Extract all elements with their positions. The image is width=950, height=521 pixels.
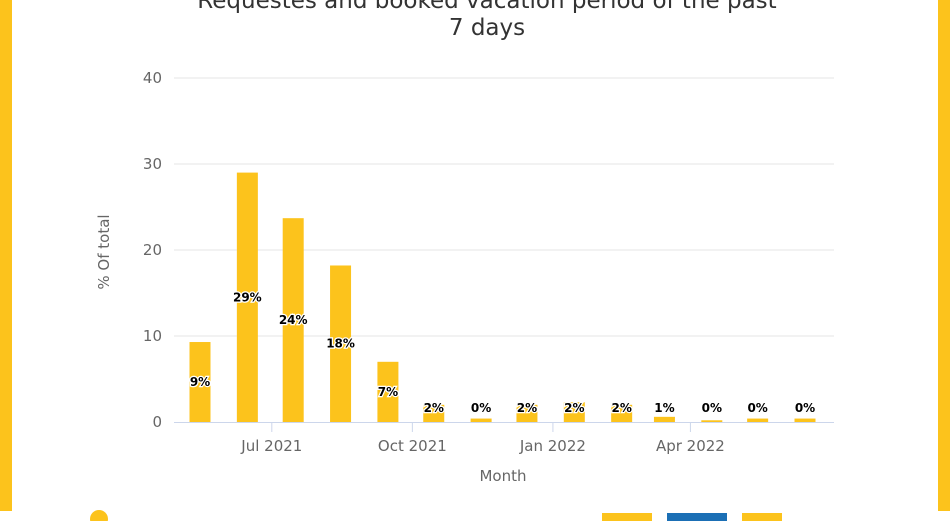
data-label: 0% <box>471 401 491 415</box>
data-label: 24% <box>279 313 308 327</box>
x-axis-title: Month <box>479 467 526 485</box>
y-axis-title: % Of total <box>95 214 113 289</box>
bar[interactable] <box>470 418 492 422</box>
data-label: 2% <box>564 401 584 415</box>
y-tick-label: 30 <box>143 155 162 173</box>
chart-title-line-2: 7 days <box>448 15 526 41</box>
x-tick-label: Oct 2021 <box>378 437 447 455</box>
bar[interactable] <box>747 418 769 422</box>
bar[interactable] <box>516 404 538 422</box>
x-tick-label: Jan 2022 <box>519 437 586 455</box>
data-label: 0% <box>747 401 767 415</box>
y-tick-label: 0 <box>152 413 162 431</box>
data-label: 2% <box>611 401 631 415</box>
bar[interactable] <box>653 416 675 422</box>
data-label: 9% <box>190 375 210 389</box>
bar[interactable] <box>236 172 258 422</box>
data-label: 18% <box>326 337 355 351</box>
bar[interactable] <box>423 404 445 422</box>
data-label: 2% <box>424 401 444 415</box>
data-label: 29% <box>233 290 262 304</box>
bar[interactable] <box>701 420 723 422</box>
x-tick-label: Jul 2021 <box>240 437 302 455</box>
data-label: 2% <box>517 401 537 415</box>
chart-title-line-1: Requestes and booked vacation period of … <box>197 0 777 14</box>
y-tick-label: 40 <box>143 69 162 87</box>
bar[interactable] <box>377 361 399 422</box>
bar[interactable] <box>794 418 816 422</box>
y-tick-label: 10 <box>143 327 162 345</box>
data-label: 7% <box>378 385 398 399</box>
bar[interactable] <box>189 342 211 422</box>
bar[interactable] <box>611 404 633 422</box>
footer-logo-icon <box>90 510 108 521</box>
x-tick-label: Apr 2022 <box>656 437 725 455</box>
footer-brand-icon <box>602 513 782 521</box>
bar[interactable] <box>563 402 585 422</box>
data-label: 0% <box>702 401 722 415</box>
bar-chart: 9% 29% 24% 18% 7% 2% 0% 2% 2% 2% 1% 0% 0% 0% 0 10 20 30 4… <box>95 69 834 485</box>
y-tick-label: 20 <box>143 241 162 259</box>
bar[interactable] <box>282 218 304 422</box>
data-label: 0% <box>795 401 815 415</box>
bar[interactable] <box>330 265 352 422</box>
data-label: 1% <box>654 401 674 415</box>
